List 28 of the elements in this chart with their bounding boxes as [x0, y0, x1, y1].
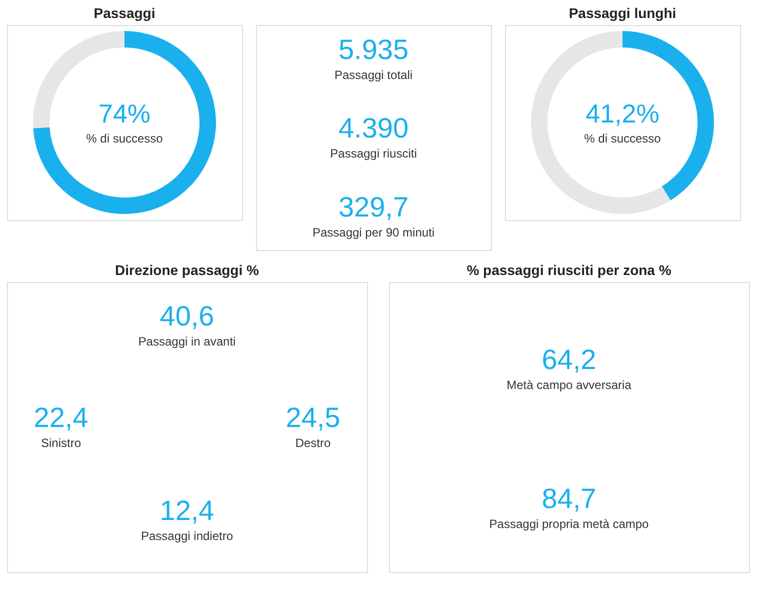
donut-slice — [33, 31, 216, 214]
text: Passaggi totali — [334, 68, 413, 82]
text: Destro — [295, 436, 331, 450]
text: 40,6 — [160, 300, 214, 332]
text: Passaggi riusciti — [330, 146, 417, 160]
text: 64,2 — [542, 344, 596, 375]
text: 22,4 — [34, 402, 88, 433]
text: 41,2% — [586, 98, 660, 128]
text: 5.935 — [338, 34, 409, 65]
text: 74% — [98, 98, 151, 128]
text: Direzione passaggi % — [115, 262, 260, 278]
text: Sinistro — [40, 436, 82, 450]
text: 329,7 — [338, 191, 409, 222]
text: Passaggi in avanti — [138, 334, 236, 348]
chart-title: Passaggi lunghi — [568, 5, 676, 21]
text: Metà campo avversaria — [506, 378, 632, 392]
text: % di successo — [584, 132, 662, 146]
text: 84,7 — [542, 483, 596, 514]
text: 4.390 — [338, 112, 409, 144]
text: Passaggi per 90 minuti — [312, 225, 435, 240]
text: % passaggi riusciti per zona % — [466, 262, 672, 278]
chart-title: Passaggi — [94, 5, 156, 21]
donut-slice — [531, 31, 671, 214]
text: 12,4 — [160, 494, 214, 526]
text: Passaggi indietro — [140, 528, 234, 543]
text: Passaggi propria metà campo — [489, 517, 650, 532]
text: 24,5 — [286, 402, 340, 433]
text: % di successo — [86, 132, 164, 146]
